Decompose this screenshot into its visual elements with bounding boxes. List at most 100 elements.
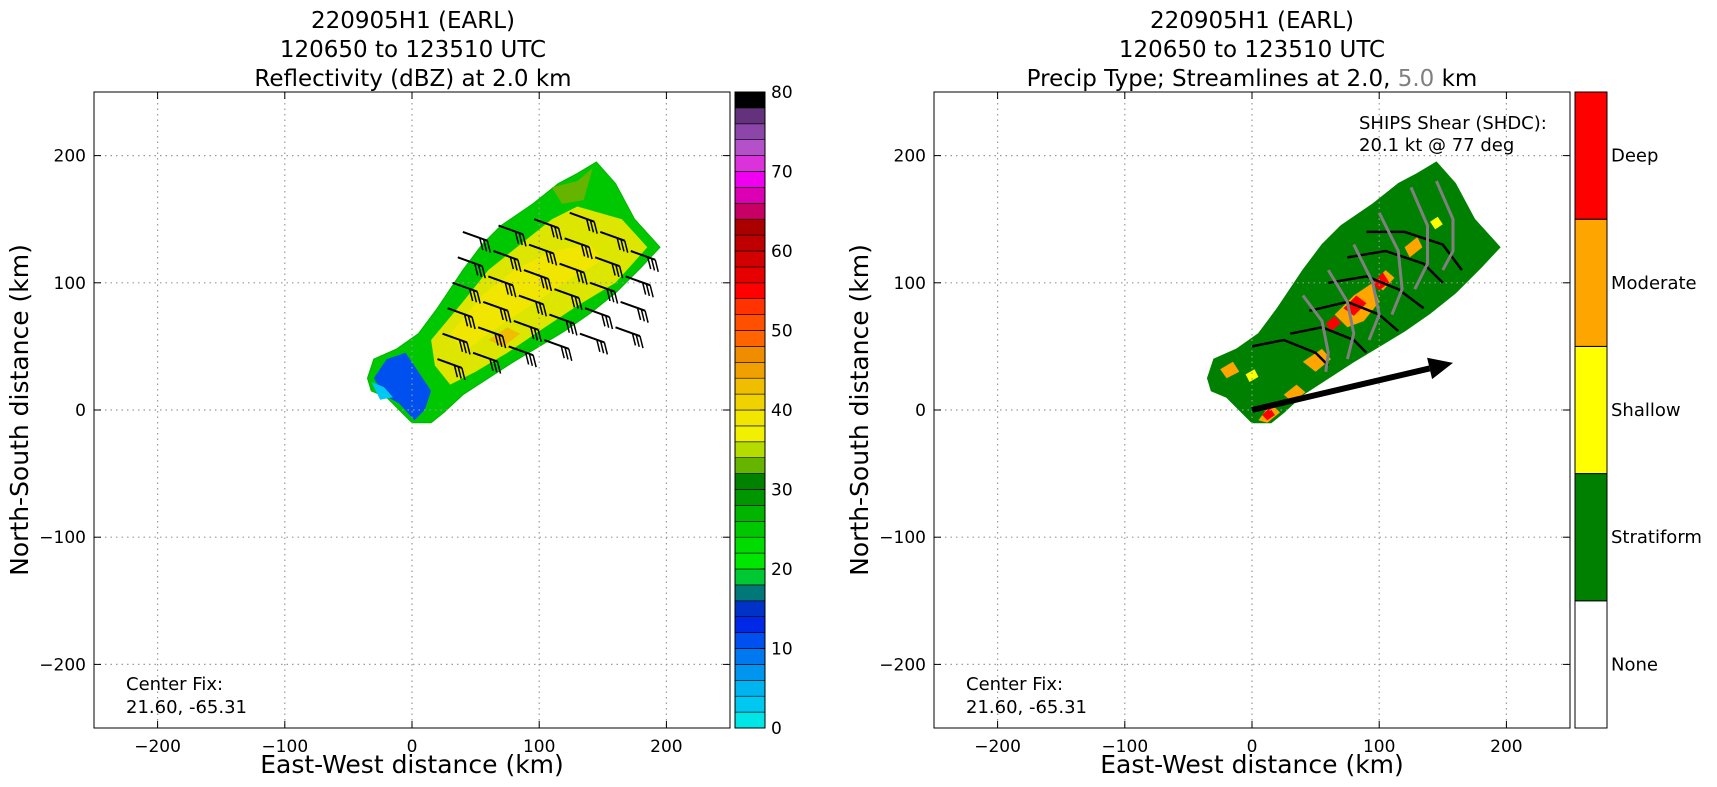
wind-barb-feather bbox=[542, 304, 548, 317]
echo-cell-orange bbox=[488, 327, 521, 347]
wind-barb-feather bbox=[596, 339, 601, 352]
colorbar-segment bbox=[734, 155, 766, 172]
left-plot-area: −200 −100 0 100 200 −200 −100 0 100 200 Center Fi… bbox=[39, 91, 731, 757]
colorbar-segment bbox=[734, 282, 766, 299]
wind-barb-feather bbox=[481, 265, 486, 279]
colorbar-segment bbox=[734, 505, 766, 522]
y-tick-label: 200 bbox=[894, 147, 926, 167]
category-swatch-stratiform bbox=[1574, 473, 1608, 602]
wind-barb-feather bbox=[564, 347, 569, 360]
wind-barb-staff bbox=[594, 256, 620, 268]
wind-barb-feather bbox=[610, 290, 615, 303]
wind-barb-feather bbox=[468, 288, 474, 302]
colorbar-segment bbox=[734, 91, 766, 109]
colorbar-segment bbox=[734, 552, 766, 570]
wind-barb-feather bbox=[568, 348, 573, 362]
wind-barb-staff bbox=[569, 211, 595, 223]
streamline-5km bbox=[1301, 294, 1330, 372]
colorbar-tick-label: 80 bbox=[771, 83, 793, 103]
category-swatch-deep bbox=[1574, 91, 1608, 220]
precip-type-colorbar: None Stratiform Shallow Moderate Deep bbox=[1574, 91, 1702, 729]
wind-barb-staff bbox=[625, 275, 651, 287]
wind-barb-feather bbox=[583, 272, 588, 285]
colorbar-segment bbox=[734, 648, 766, 665]
wind-barb-feather bbox=[589, 220, 595, 233]
wind-barb-feather bbox=[646, 256, 652, 270]
wind-barb-feather bbox=[574, 296, 579, 309]
wind-barb-staff bbox=[559, 262, 585, 274]
wind-barb-feather bbox=[528, 353, 534, 367]
wind-barb-feather bbox=[513, 258, 518, 271]
left-title-line-1: 220905H1 (EARL) bbox=[311, 8, 515, 34]
wind-barb-staff bbox=[498, 224, 524, 236]
echo-moderate-cell bbox=[1404, 237, 1423, 258]
y-tick-label: 0 bbox=[75, 401, 86, 421]
wind-barb-feather bbox=[560, 345, 565, 359]
wind-barb-feather bbox=[499, 307, 504, 321]
colorbar-tick-label: 30 bbox=[771, 481, 793, 501]
wind-barb-feather bbox=[501, 335, 507, 349]
wind-barb-feather bbox=[477, 264, 483, 277]
echo-patch-olive bbox=[551, 168, 593, 204]
wind-barb-feather bbox=[535, 301, 540, 314]
shear-value: 20.1 kt @ 77 deg bbox=[1359, 135, 1514, 156]
colorbar-segment bbox=[734, 425, 766, 443]
wind-barb-staff bbox=[482, 300, 509, 312]
right-title-line-1: 220905H1 (EARL) bbox=[1150, 8, 1354, 34]
wind-barb-feather bbox=[644, 310, 649, 323]
wind-barb-feather bbox=[575, 269, 581, 282]
echo-moderate-cell bbox=[1302, 348, 1331, 372]
colorbar-segment bbox=[734, 679, 766, 697]
right-center-fix-label: Center Fix: bbox=[966, 674, 1063, 695]
colorbar-tick-label: 50 bbox=[771, 322, 793, 342]
wind-barb-feather bbox=[540, 275, 545, 289]
wind-barb-feather bbox=[518, 232, 523, 246]
wind-barb-feather bbox=[514, 231, 520, 244]
y-tick-label: −100 bbox=[879, 528, 926, 548]
x-tick-label: 0 bbox=[1247, 737, 1258, 757]
right-title-line-2: 120650 to 123510 UTC bbox=[1119, 37, 1385, 63]
right-x-axis-label: East-West distance (km) bbox=[1100, 750, 1404, 779]
shear-arrow-head bbox=[1427, 357, 1453, 380]
wind-barb-staff bbox=[513, 320, 539, 331]
wind-barb-staff bbox=[533, 218, 559, 229]
wind-barb-feather bbox=[585, 218, 591, 232]
wind-barb-feather bbox=[613, 291, 619, 304]
streamline-2km bbox=[1347, 249, 1444, 284]
right-center-fix-value: 21.60, -65.31 bbox=[966, 697, 1087, 718]
wind-barb-feather bbox=[623, 240, 629, 253]
wind-barb-feather bbox=[550, 225, 555, 238]
right-plot-area: −200 −100 0 100 200 −200 −100 0 100 200 SHIPS She… bbox=[879, 91, 1571, 757]
colorbar-segment bbox=[734, 409, 766, 427]
category-label-shallow: Shallow bbox=[1611, 400, 1681, 421]
wind-barb-staff bbox=[599, 230, 626, 242]
wind-barb-feather bbox=[599, 340, 605, 354]
wind-barb-feather bbox=[489, 358, 494, 372]
wind-barb-feather bbox=[631, 333, 637, 346]
colorbar-segment bbox=[734, 584, 766, 602]
left-title-line-3: Reflectivity (dBZ) at 2.0 km bbox=[254, 66, 571, 92]
streamline-5km bbox=[1435, 180, 1455, 271]
wind-barb-staff bbox=[462, 230, 488, 242]
x-tick-label: 100 bbox=[523, 737, 555, 757]
wind-barb-feather bbox=[606, 288, 611, 302]
wind-barb-feather bbox=[524, 352, 530, 365]
wind-barb-feather bbox=[529, 326, 535, 340]
wind-barb-feather bbox=[636, 307, 642, 321]
colorbar-segment bbox=[734, 139, 766, 156]
wind-barb-feather bbox=[504, 282, 509, 295]
wind-barb-staff bbox=[508, 345, 534, 357]
wind-barb-feather bbox=[537, 329, 542, 342]
colorbar-segment bbox=[734, 107, 766, 125]
wind-barb-feather bbox=[649, 285, 654, 298]
echo-low-dbz-cyan bbox=[371, 382, 393, 400]
colorbar-segment bbox=[734, 600, 766, 617]
x-tick-label: −100 bbox=[261, 737, 308, 757]
wind-barb-staff bbox=[472, 351, 498, 363]
colorbar-segment bbox=[734, 234, 766, 252]
wind-barb-feather bbox=[584, 245, 590, 258]
wind-barb-feather bbox=[593, 221, 598, 234]
left-center-fix-label: Center Fix: bbox=[126, 674, 223, 695]
colorbar-tick-label: 0 bbox=[771, 719, 782, 739]
wind-barb-feather bbox=[533, 328, 539, 341]
